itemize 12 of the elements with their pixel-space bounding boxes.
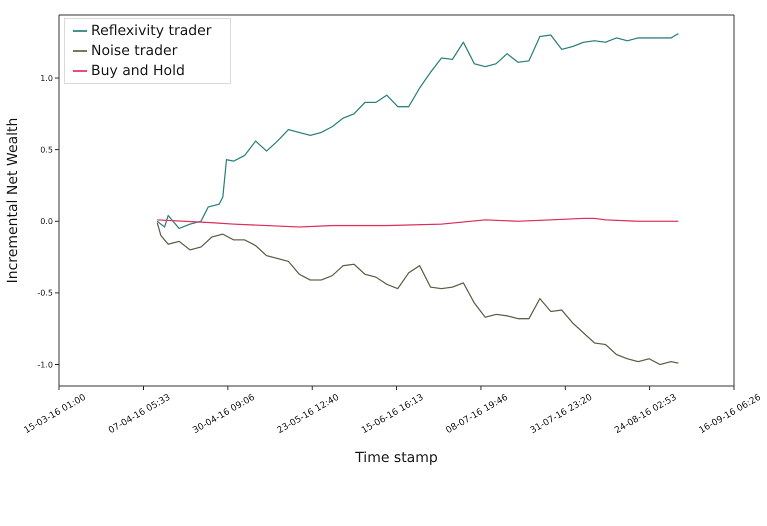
- y-tick-label: 1.0: [40, 74, 53, 83]
- y-tick-label: -1.0: [37, 360, 53, 370]
- line-series: [156, 218, 680, 228]
- y-tick-label: 0.5: [40, 145, 53, 154]
- y-tick-label: 0.0: [40, 217, 53, 226]
- x-axis-title: Time stamp: [354, 450, 438, 466]
- y-tick-label: -0.5: [37, 288, 53, 298]
- legend-label: Reflexivity trader: [91, 23, 212, 39]
- y-axis-title: Incremental Net Wealth: [4, 118, 21, 284]
- legend-label: Noise trader: [91, 43, 178, 59]
- line-series: [156, 222, 680, 366]
- legend-label: Buy and Hold: [91, 63, 185, 79]
